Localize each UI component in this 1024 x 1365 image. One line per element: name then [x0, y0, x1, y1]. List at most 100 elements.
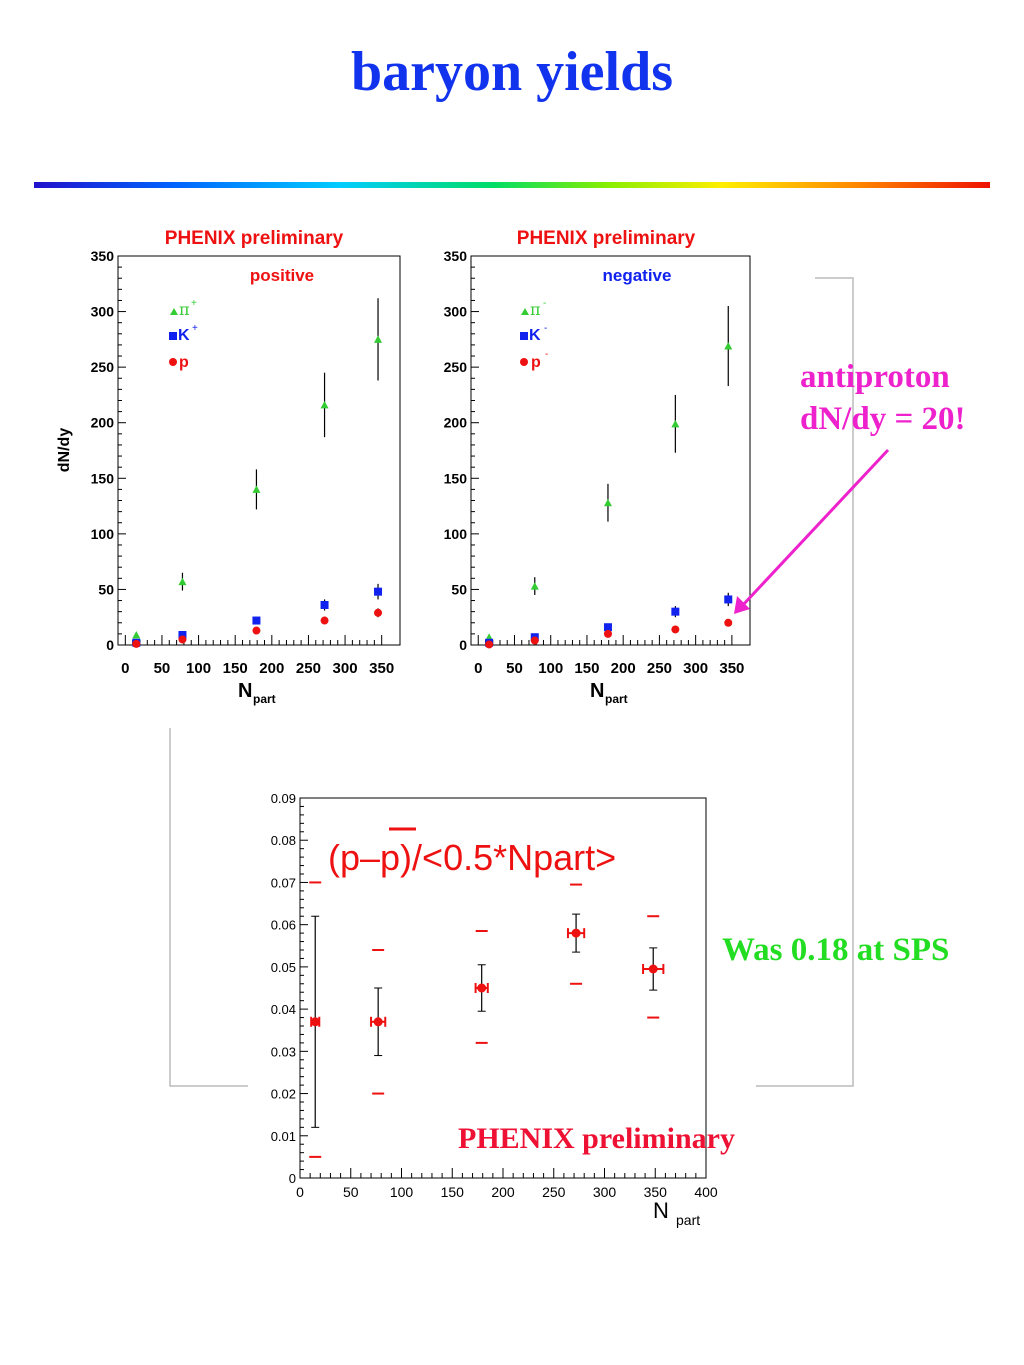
- legend-kaon-label: K: [178, 327, 190, 344]
- y-tick-labels: 0 50 100 150 200 250 300 350: [444, 248, 479, 653]
- data-point-square: [320, 600, 329, 609]
- y-tick-label: 0: [106, 637, 114, 653]
- y-tick-label: 100: [91, 526, 115, 542]
- data-point-circle: [530, 636, 539, 645]
- y-tick-label: 200: [91, 415, 115, 431]
- data-point-triangle: [252, 485, 261, 493]
- x-tick-label: 150: [574, 660, 599, 677]
- data-marks: [309, 881, 665, 1158]
- y-tick-label: 150: [444, 470, 468, 486]
- y-tick-label: 0.04: [271, 1002, 296, 1017]
- legend: π + K + p: [169, 298, 198, 371]
- antiproton-annotation-line1: antiproton: [800, 359, 950, 395]
- x-axis-label-sub: part: [253, 692, 276, 706]
- data-point-square: [374, 587, 383, 596]
- legend-kaon-label: K: [529, 327, 541, 344]
- legend-circle-marker: [520, 358, 528, 366]
- x-tick-label: 150: [223, 660, 248, 677]
- data-point-circle: [178, 635, 187, 644]
- chart-title: PHENIX preliminary: [517, 228, 696, 249]
- y-tick-label: 0: [459, 637, 467, 653]
- legend-triangle-marker: [170, 308, 178, 315]
- x-tick-label: 100: [390, 1184, 414, 1200]
- chart-negative: PHENIX preliminary negative 0 50 100 150 200…: [444, 228, 751, 706]
- bracket-left: [169, 728, 248, 1087]
- y-tick-label: 300: [444, 304, 468, 320]
- x-tick-label: 50: [343, 1184, 359, 1200]
- data-point-triangle: [603, 498, 612, 507]
- x-tick-label: 100: [538, 660, 563, 677]
- legend-square-marker: [169, 332, 177, 340]
- y-tick-label: 200: [444, 415, 468, 431]
- data-point-circle: [571, 928, 581, 938]
- legend-proton-sup: -: [545, 349, 548, 360]
- phenix-preliminary-label: PHENIX preliminary: [458, 1122, 735, 1155]
- data-point-circle: [374, 608, 383, 617]
- chart-title: PHENIX preliminary: [165, 228, 344, 249]
- data-marks: [485, 306, 733, 649]
- x-tick-label: 200: [491, 1184, 515, 1200]
- chart-net-proton-ratio: (p–p)/<0.5*Npart> 00.010.020.030.040.050…: [271, 791, 718, 1228]
- data-point-square: [671, 607, 680, 616]
- y-tick-label: 0.08: [271, 833, 296, 848]
- chart-title: (p–p)/<0.5*Npart>: [328, 837, 616, 878]
- y-tick-label: 0.09: [271, 791, 296, 806]
- y-tick-label: 350: [91, 248, 115, 264]
- data-point-circle: [132, 639, 141, 648]
- y-tick-label: 0.05: [271, 960, 296, 975]
- bracket-right: [756, 277, 854, 1087]
- chart-positive: PHENIX preliminary positive 0 50 100 150 200…: [56, 228, 401, 706]
- y-axis-label: dN/dy: [56, 428, 73, 473]
- x-tick-label: 50: [506, 660, 523, 677]
- y-tick-label: 0.06: [271, 918, 296, 933]
- data-point-circle: [724, 618, 733, 627]
- x-tick-label: 200: [611, 660, 636, 677]
- rainbow-divider: [34, 182, 990, 188]
- chart-subtitle: negative: [603, 266, 672, 285]
- legend-triangle-marker: [521, 308, 529, 315]
- data-point-triangle: [132, 630, 141, 639]
- x-tick-label: 350: [369, 660, 394, 677]
- data-point-square: [178, 630, 187, 639]
- x-tick-label: 50: [154, 660, 171, 677]
- legend-pion-sup: -: [543, 298, 546, 309]
- x-axis-label: N: [238, 680, 252, 702]
- x-axis-label: N: [653, 1198, 669, 1223]
- data-point-triangle: [374, 335, 383, 343]
- y-tick-label: 0.03: [271, 1044, 296, 1059]
- legend-kaon-sup: +: [192, 323, 198, 334]
- x-tick-label: 400: [694, 1184, 718, 1200]
- x-tick-label: 200: [259, 660, 284, 677]
- x-tick-label: 150: [441, 1184, 465, 1200]
- x-axis-label-sub: part: [676, 1212, 700, 1228]
- data-point-circle: [648, 964, 658, 974]
- y-tick-label: 0.01: [271, 1129, 296, 1144]
- y-tick-label: 0.07: [271, 875, 296, 890]
- data-point-triangle: [671, 419, 680, 428]
- data-point-square: [252, 616, 261, 625]
- x-tick-label: 300: [333, 660, 358, 677]
- data-point-circle: [485, 640, 494, 649]
- data-point-circle: [477, 983, 487, 993]
- data-point-circle: [603, 629, 612, 638]
- sps-annotation: Was 0.18 at SPS: [722, 932, 950, 968]
- x-tick-label: 0: [474, 660, 482, 677]
- legend-proton-label: p: [179, 354, 189, 371]
- legend: π - K - p -: [520, 298, 548, 371]
- y-tick-labels: 0 0.01 0.02 0.03 0.04 0.05 0.06 0.07 0.08 0.09: [271, 791, 308, 1186]
- chart-subtitle: positive: [250, 266, 314, 285]
- data-point-triangle: [178, 577, 187, 586]
- x-tick-label: 250: [296, 660, 321, 677]
- x-tick-labels: 0 50 100 150 200 250 300 350: [121, 635, 394, 677]
- x-tick-labels: 0 50 100 150 200 250 300 350 400: [296, 1168, 718, 1200]
- x-tick-label: 250: [647, 660, 672, 677]
- antiproton-annotation-line2: dN/dy = 20!: [800, 401, 966, 437]
- data-point-circle: [310, 1017, 320, 1027]
- data-point-circle: [252, 626, 261, 635]
- x-tick-label: 300: [683, 660, 708, 677]
- legend-kaon-sup: -: [544, 323, 547, 334]
- legend-pion-label: π: [179, 300, 190, 319]
- annotation-arrow: [734, 448, 890, 614]
- data-point-square: [724, 595, 733, 604]
- data-point-circle: [320, 616, 329, 625]
